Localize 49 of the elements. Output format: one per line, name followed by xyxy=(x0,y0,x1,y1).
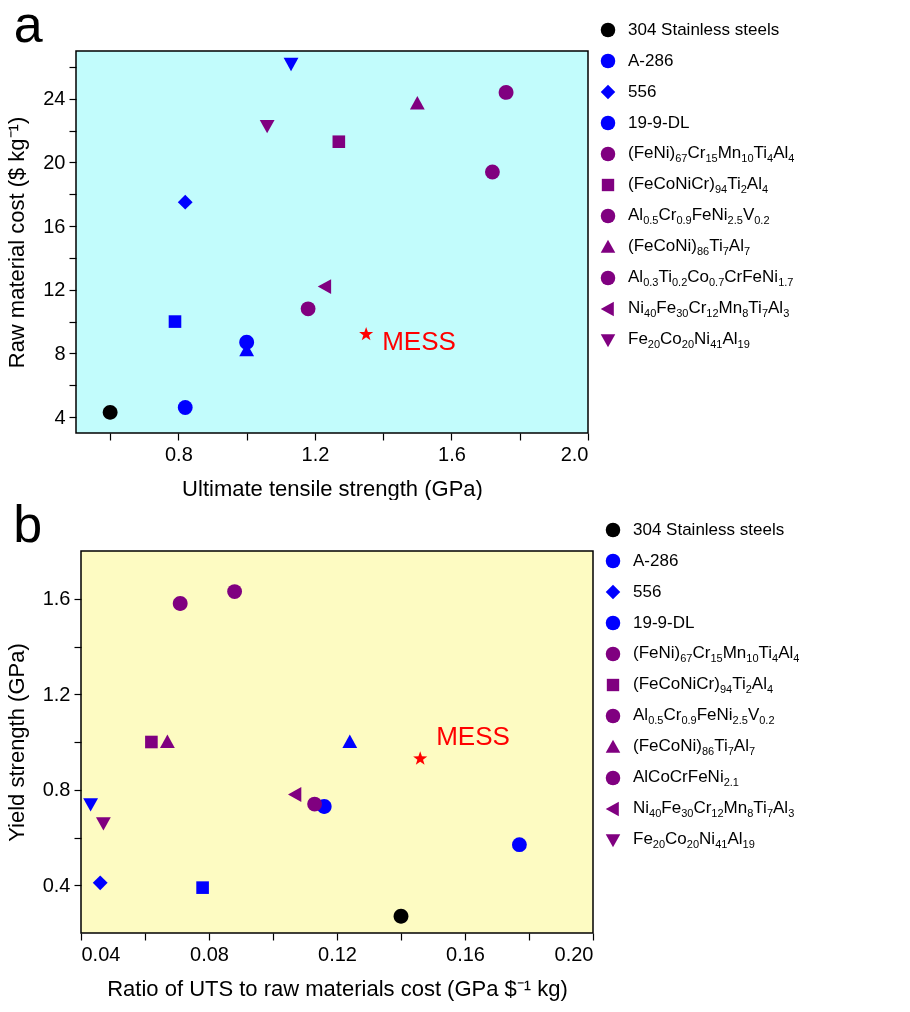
legend-label: A-286 xyxy=(633,550,679,571)
x-tick-label: 0.12 xyxy=(318,942,357,965)
y-axis-title: Raw material cost ($ kg⁻¹) xyxy=(4,116,30,369)
text: Ni$_{40}$Fe$_{30}$Cr$_{12}$Mn$_{8}$Ti$_{7}$Al$_{3}$ xyxy=(628,297,790,320)
legend-label: A-286 xyxy=(628,50,674,71)
legend-label: Al$_{0.5}$Cr$_{0.9}$FeNi$_{2.5}$V$_{0.2}$ xyxy=(633,704,775,727)
chart-title: b xyxy=(13,495,43,553)
y-axis-title: Yield strength (GPa) xyxy=(3,643,29,842)
text: Ni$_{40}$Fe$_{30}$Cr$_{12}$Mn$_{8}$Ti$_{7}$Al$_{3}$ xyxy=(633,797,795,820)
annotation: MESS xyxy=(436,720,510,751)
x-tick-label: 0.16 xyxy=(446,942,485,965)
legend-label: Al$_{0.5}$Cr$_{0.9}$FeNi$_{2.5}$V$_{0.2}$ xyxy=(628,204,770,227)
y-tick-label: 1.2 xyxy=(42,682,71,705)
legend-label: (FeCoNi)$_{86}$Ti$_{7}$Al$_{7}$ xyxy=(628,235,751,258)
legend-label: 556 xyxy=(628,81,657,102)
y-tick-label: 24 xyxy=(43,87,66,110)
legend-label: (FeCoNiCr)$_{94}$Ti$_{2}$Al$_{4}$ xyxy=(633,673,774,696)
y-tick-label: 20 xyxy=(43,150,66,173)
y-tick-label: 8 xyxy=(54,341,66,364)
x-tick-label: 1.2 xyxy=(301,442,330,465)
y-tick-label: 4 xyxy=(54,405,66,428)
legend-label: 19-9-DL xyxy=(628,112,690,133)
legend-label: 19-9-DL xyxy=(633,612,695,633)
legend-label: (FeCoNiCr)$_{94}$Ti$_{2}$Al$_{4}$ xyxy=(628,173,769,196)
legend-label: 556 xyxy=(633,581,662,602)
annotation: MESS xyxy=(382,326,456,357)
x-tick-label: 0.8 xyxy=(164,442,193,465)
y-tick-label: 0.4 xyxy=(42,873,71,896)
x-tick-label: 1.6 xyxy=(438,442,466,465)
legend-label: 304 Stainless steels xyxy=(633,519,785,540)
x-tick-label: 0.20 xyxy=(554,942,594,965)
legend-label: Fe$_{20}$Co$_{20}$Ni$_{41}$Al$_{19}$ xyxy=(628,328,750,351)
x-axis-title: Ultimate tensile strength (GPa) xyxy=(182,475,483,501)
legend-label: 304 Stainless steels xyxy=(628,19,780,40)
legend-label: Fe$_{20}$Co$_{20}$Ni$_{41}$Al$_{19}$ xyxy=(633,828,755,851)
chart-title: a xyxy=(13,0,43,53)
x-tick-label: 0.04 xyxy=(81,942,121,965)
y-tick-label: 1.6 xyxy=(42,587,71,610)
text: (FeNi)$_{67}$Cr$_{15}$Mn$_{10}$Ti$_{4}$Al$_{4}$ xyxy=(628,142,795,165)
x-axis-title: Ratio of UTS to raw materials cost (GPa $⁻¹ kg) xyxy=(107,975,568,1001)
legend-label: (FeCoNi)$_{86}$Ti$_{7}$Al$_{7}$ xyxy=(633,735,756,758)
y-tick-label: 12 xyxy=(43,278,66,301)
text: (FeNi)$_{67}$Cr$_{15}$Mn$_{10}$Ti$_{4}$Al$_{4}$ xyxy=(633,642,800,665)
legend-label: Al$_{0.3}$Ti$_{0.2}$Co$_{0.7}$CrFeNi$_{1.7}$ xyxy=(628,266,794,289)
y-tick-label: 16 xyxy=(43,214,66,237)
x-tick-label: 0.08 xyxy=(190,942,229,965)
legend-label: AlCoCrFeNi$_{2.1}$ xyxy=(633,766,739,789)
y-tick-label: 0.8 xyxy=(42,778,71,801)
x-tick-label: 2.0 xyxy=(560,442,589,465)
